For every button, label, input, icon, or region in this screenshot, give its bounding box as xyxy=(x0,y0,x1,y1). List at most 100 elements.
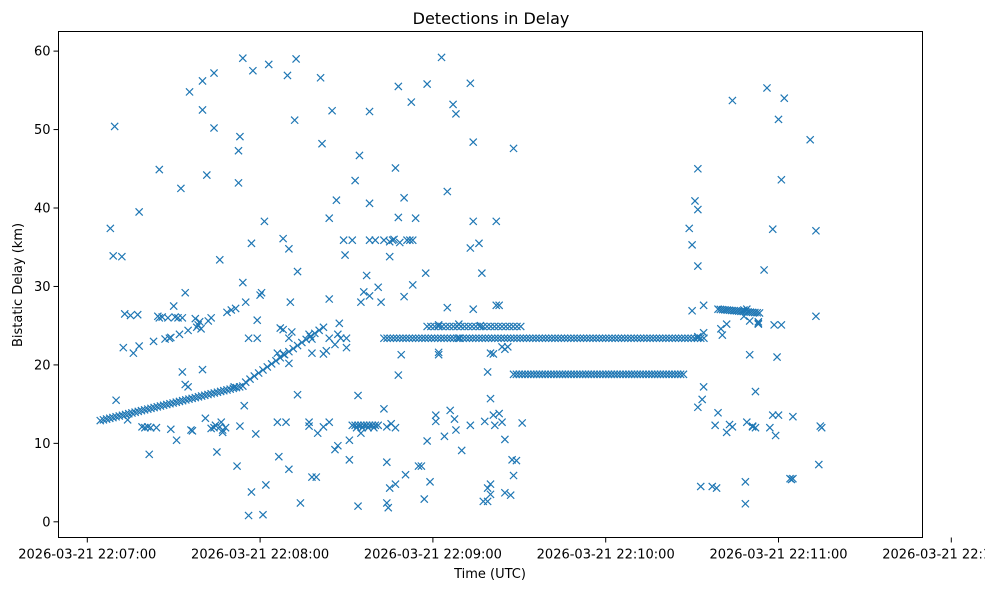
data-point-marker xyxy=(627,370,636,379)
data-point-marker xyxy=(389,235,399,244)
data-point-marker xyxy=(330,445,340,454)
data-point-marker xyxy=(446,334,455,343)
data-point-marker xyxy=(509,471,518,480)
data-point-marker xyxy=(728,96,737,105)
data-point-marker xyxy=(155,313,164,322)
data-point-marker xyxy=(207,313,216,322)
data-point-marker xyxy=(500,334,509,343)
data-point-marker xyxy=(677,334,686,343)
data-point-marker xyxy=(379,334,388,343)
data-point-marker xyxy=(257,288,266,297)
data-point-marker xyxy=(811,312,820,321)
data-point-marker xyxy=(238,382,247,391)
data-point-marker xyxy=(273,418,282,427)
data-point-marker xyxy=(434,348,443,357)
data-point-marker xyxy=(492,301,501,310)
data-point-marker xyxy=(512,322,522,331)
data-point-marker xyxy=(595,334,604,343)
data-point-marker xyxy=(332,196,341,205)
data-point-marker xyxy=(760,265,769,275)
data-point-marker xyxy=(362,271,371,280)
data-point-marker xyxy=(287,327,296,336)
data-point-marker xyxy=(688,306,697,315)
data-point-marker xyxy=(348,421,357,430)
data-point-marker xyxy=(328,106,337,115)
data-point-marker xyxy=(185,87,194,96)
data-point-marker xyxy=(768,225,777,234)
data-point-marker xyxy=(394,213,403,222)
data-point-marker xyxy=(284,244,293,253)
data-point-marker xyxy=(307,334,316,344)
data-point-marker xyxy=(172,398,181,407)
data-point-marker xyxy=(289,344,298,353)
data-point-marker xyxy=(395,334,404,343)
data-point-marker xyxy=(353,502,363,511)
data-point-marker xyxy=(595,370,604,379)
data-point-marker xyxy=(627,334,636,343)
data-point-marker xyxy=(175,330,184,339)
data-point-marker xyxy=(333,441,342,450)
data-point-marker xyxy=(411,214,420,223)
data-point-marker xyxy=(780,94,789,103)
data-point-marker xyxy=(176,184,185,193)
data-point-marker xyxy=(110,122,119,131)
data-point-marker xyxy=(449,322,458,331)
data-point-marker xyxy=(774,115,783,124)
data-point-marker xyxy=(469,138,478,147)
data-point-marker xyxy=(407,98,416,107)
data-point-marker xyxy=(519,334,528,343)
data-point-marker xyxy=(544,370,553,379)
data-point-marker xyxy=(358,423,367,432)
data-point-marker xyxy=(505,322,514,331)
data-point-marker xyxy=(129,349,138,358)
data-point-marker xyxy=(516,322,525,331)
data-point-marker xyxy=(623,334,632,343)
data-point-marker xyxy=(665,370,674,379)
data-point-marker xyxy=(653,370,662,379)
data-point-marker xyxy=(356,421,365,430)
data-point-marker xyxy=(106,224,115,233)
data-point-marker xyxy=(146,423,155,432)
data-point-marker xyxy=(178,367,187,376)
data-point-marker xyxy=(408,280,417,289)
data-point-marker xyxy=(538,334,547,343)
data-point-marker xyxy=(618,370,628,379)
data-point-marker xyxy=(650,370,659,379)
data-point-marker xyxy=(325,334,334,343)
data-point-marker xyxy=(483,367,492,376)
data-point-marker xyxy=(391,423,400,432)
data-point-marker xyxy=(481,334,490,343)
data-point-marker xyxy=(506,334,515,343)
data-point-marker xyxy=(433,334,442,343)
y-tick-label: 20 xyxy=(34,358,51,373)
y-tick-label: 0 xyxy=(42,515,50,530)
data-point-marker xyxy=(768,411,777,420)
data-point-marker xyxy=(549,370,558,379)
data-point-marker xyxy=(469,305,478,314)
data-point-marker xyxy=(244,334,253,343)
data-point-marker xyxy=(509,370,518,379)
data-point-marker xyxy=(342,334,351,343)
data-point-marker xyxy=(477,269,486,278)
x-tick-label: 2026-03-21 22:11:00 xyxy=(709,548,847,563)
data-point-marker xyxy=(241,298,250,307)
data-point-marker xyxy=(342,343,351,352)
data-point-marker xyxy=(191,314,200,323)
data-point-marker xyxy=(145,450,154,459)
data-point-marker xyxy=(365,421,374,430)
data-point-marker xyxy=(213,388,222,397)
data-point-marker xyxy=(474,239,484,248)
data-point-marker xyxy=(335,319,344,328)
data-point-marker xyxy=(624,370,633,379)
data-point-marker xyxy=(336,334,345,343)
data-point-marker xyxy=(817,423,826,432)
data-point-marker xyxy=(279,234,288,243)
data-point-marker xyxy=(316,73,325,82)
data-point-marker xyxy=(713,408,723,417)
data-point-marker xyxy=(641,370,651,379)
data-point-marker xyxy=(644,370,653,379)
data-point-marker xyxy=(352,423,361,432)
data-point-marker xyxy=(414,462,423,471)
data-point-marker xyxy=(679,370,688,379)
data-point-marker xyxy=(131,408,140,417)
